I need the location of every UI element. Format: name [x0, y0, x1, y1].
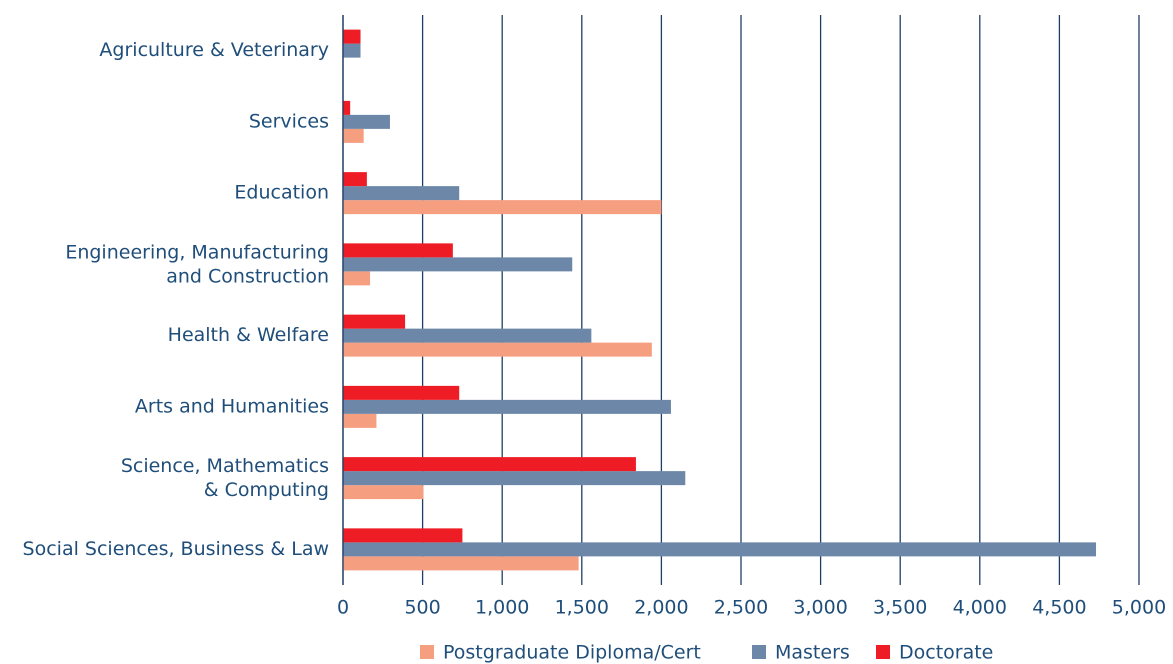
bar	[343, 342, 652, 357]
legend-label: Doctorate	[899, 642, 993, 664]
bar	[343, 200, 662, 215]
bar	[343, 186, 460, 201]
bar	[343, 471, 686, 486]
y-tick-label: Services	[249, 110, 329, 132]
x-tick-label: 3,500	[873, 597, 927, 619]
bar	[343, 128, 364, 143]
bar	[343, 528, 463, 543]
bar	[343, 172, 367, 187]
legend-swatch	[876, 645, 890, 659]
x-tick-label: 2,000	[634, 597, 688, 619]
bar	[343, 114, 390, 129]
x-tick-label: 1,500	[555, 597, 609, 619]
bar	[343, 271, 371, 286]
bar	[343, 399, 671, 414]
bar	[343, 29, 361, 44]
x-tick-label: 5,000	[1112, 597, 1166, 619]
x-tick-label: 4,500	[1032, 597, 1086, 619]
bar	[343, 328, 592, 343]
x-tick-label: 500	[404, 597, 440, 619]
y-tick-label: Engineering, Manufacturing and Constructi…	[65, 241, 329, 287]
x-tick-label: 2,500	[714, 597, 768, 619]
legend-swatch	[420, 645, 434, 659]
bar	[343, 257, 573, 272]
x-tick-label: 4,000	[953, 597, 1007, 619]
x-tick-label: 0	[337, 597, 349, 619]
legend-swatch	[752, 645, 766, 659]
bar	[343, 43, 361, 58]
bar	[343, 413, 377, 428]
bar	[343, 243, 453, 258]
y-tick-label: Social Sciences, Business & Law	[23, 538, 329, 560]
y-tick-label: Health & Welfare	[168, 324, 329, 346]
bar	[343, 485, 424, 500]
bar	[343, 385, 460, 400]
bar	[343, 457, 636, 472]
y-tick-label: Arts and Humanities	[135, 395, 329, 417]
x-tick-label: 1,000	[475, 597, 529, 619]
y-tick-label: Education	[234, 182, 329, 204]
y-tick-label: Science, Mathematics & Computing	[121, 455, 329, 501]
legend-label: Masters	[775, 642, 850, 664]
y-tick-label: Agriculture & Veterinary	[99, 39, 329, 61]
legend-label: Postgraduate Diploma/Cert	[443, 642, 701, 664]
bar	[343, 542, 1097, 557]
bar	[343, 556, 579, 571]
bar	[343, 314, 406, 329]
bar	[343, 100, 351, 115]
x-tick-label: 3,000	[793, 597, 847, 619]
